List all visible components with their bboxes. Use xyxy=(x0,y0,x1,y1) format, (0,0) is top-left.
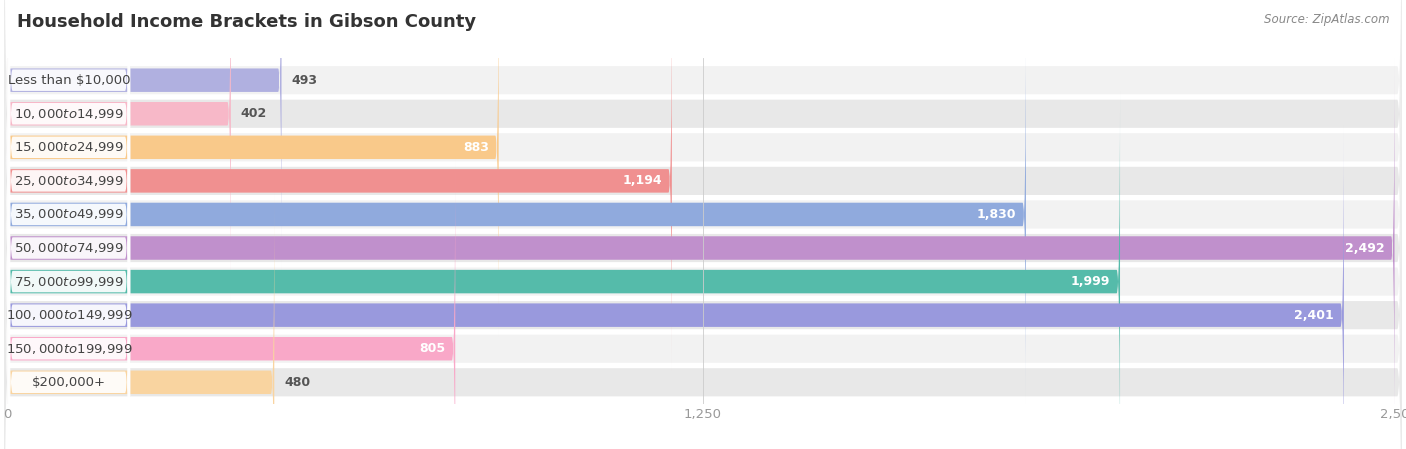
FancyBboxPatch shape xyxy=(7,126,1344,449)
Text: 1,194: 1,194 xyxy=(623,174,662,187)
FancyBboxPatch shape xyxy=(7,0,131,439)
FancyBboxPatch shape xyxy=(7,25,1026,404)
Text: 480: 480 xyxy=(284,376,311,389)
Text: $100,000 to $149,999: $100,000 to $149,999 xyxy=(6,308,132,322)
FancyBboxPatch shape xyxy=(7,0,281,270)
FancyBboxPatch shape xyxy=(7,0,131,449)
Text: 805: 805 xyxy=(419,342,446,355)
Text: $10,000 to $14,999: $10,000 to $14,999 xyxy=(14,107,124,121)
Text: $35,000 to $49,999: $35,000 to $49,999 xyxy=(14,207,124,221)
FancyBboxPatch shape xyxy=(7,0,131,371)
Text: 1,999: 1,999 xyxy=(1070,275,1109,288)
Text: $15,000 to $24,999: $15,000 to $24,999 xyxy=(14,141,124,154)
Text: Less than $10,000: Less than $10,000 xyxy=(7,74,131,87)
Text: Source: ZipAtlas.com: Source: ZipAtlas.com xyxy=(1264,13,1389,26)
Text: 2,492: 2,492 xyxy=(1346,242,1385,255)
FancyBboxPatch shape xyxy=(7,0,131,449)
FancyBboxPatch shape xyxy=(4,61,1402,449)
Text: $25,000 to $34,999: $25,000 to $34,999 xyxy=(14,174,124,188)
Text: 883: 883 xyxy=(463,141,489,154)
Text: $150,000 to $199,999: $150,000 to $199,999 xyxy=(6,342,132,356)
FancyBboxPatch shape xyxy=(4,27,1402,449)
FancyBboxPatch shape xyxy=(7,159,456,449)
FancyBboxPatch shape xyxy=(7,91,131,449)
FancyBboxPatch shape xyxy=(7,0,131,449)
Text: 2,401: 2,401 xyxy=(1294,308,1334,321)
FancyBboxPatch shape xyxy=(7,0,131,405)
FancyBboxPatch shape xyxy=(7,0,131,449)
FancyBboxPatch shape xyxy=(4,0,1402,335)
FancyBboxPatch shape xyxy=(4,94,1402,449)
FancyBboxPatch shape xyxy=(4,0,1402,368)
Text: 402: 402 xyxy=(240,107,267,120)
Text: 1,830: 1,830 xyxy=(976,208,1017,221)
Text: $75,000 to $99,999: $75,000 to $99,999 xyxy=(14,275,124,289)
FancyBboxPatch shape xyxy=(4,0,1402,402)
Text: $200,000+: $200,000+ xyxy=(32,376,105,389)
FancyBboxPatch shape xyxy=(7,92,1121,449)
FancyBboxPatch shape xyxy=(4,0,1402,449)
Text: Household Income Brackets in Gibson County: Household Income Brackets in Gibson Coun… xyxy=(17,13,477,31)
FancyBboxPatch shape xyxy=(7,57,131,449)
Text: $50,000 to $74,999: $50,000 to $74,999 xyxy=(14,241,124,255)
FancyBboxPatch shape xyxy=(7,193,274,449)
FancyBboxPatch shape xyxy=(7,0,672,370)
FancyBboxPatch shape xyxy=(7,24,131,449)
FancyBboxPatch shape xyxy=(7,58,1395,438)
FancyBboxPatch shape xyxy=(7,0,499,337)
FancyBboxPatch shape xyxy=(4,0,1402,449)
FancyBboxPatch shape xyxy=(4,0,1402,436)
FancyBboxPatch shape xyxy=(4,128,1402,449)
FancyBboxPatch shape xyxy=(7,0,231,304)
Text: 493: 493 xyxy=(291,74,318,87)
